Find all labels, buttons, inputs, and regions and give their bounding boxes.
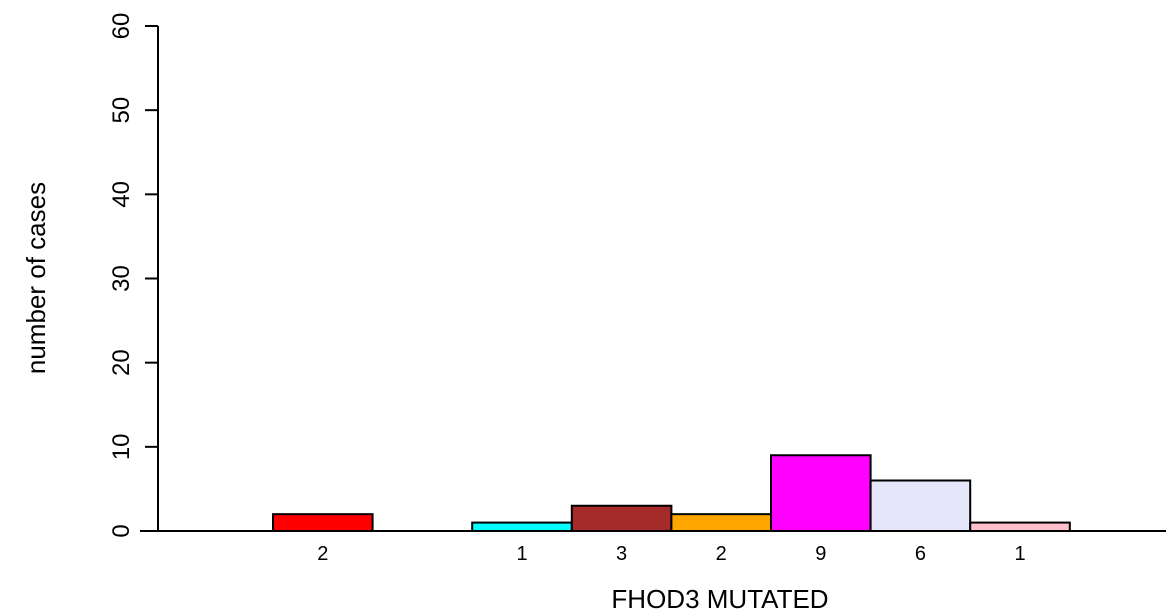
- bar: [272, 513, 374, 533]
- y-tick-label: 60: [108, 13, 135, 40]
- x-axis-title: FHOD3 MUTATED: [611, 584, 828, 614]
- bar-count-label: 6: [915, 543, 926, 565]
- y-tick-label: 20: [108, 349, 135, 376]
- y-tick-label: 40: [108, 181, 135, 208]
- bar: [670, 513, 773, 533]
- bar-count-label: 2: [716, 543, 727, 565]
- bar-count-label: 1: [516, 543, 527, 565]
- y-tick-label: 10: [108, 433, 135, 460]
- bar: [969, 521, 1071, 532]
- bar-count-label: 2: [317, 543, 328, 565]
- bar: [869, 479, 972, 532]
- y-axis-title: number of cases: [21, 182, 51, 374]
- y-axis: 0 10 20 30 40 50 60: [108, 13, 159, 538]
- y-tick-label: 0: [108, 524, 135, 537]
- bar: [471, 521, 573, 532]
- bar-labels-group: 2 1 3 2 9 6 1: [317, 543, 1025, 565]
- y-tick-label: 50: [108, 97, 135, 124]
- y-tick-label: 30: [108, 265, 135, 292]
- bars-group: [272, 454, 1071, 533]
- bar: [570, 504, 673, 532]
- bar-count-label: 3: [616, 543, 627, 565]
- bar-count-label: 9: [815, 543, 826, 565]
- bar-count-label: 1: [1014, 543, 1025, 565]
- bar: [770, 454, 872, 532]
